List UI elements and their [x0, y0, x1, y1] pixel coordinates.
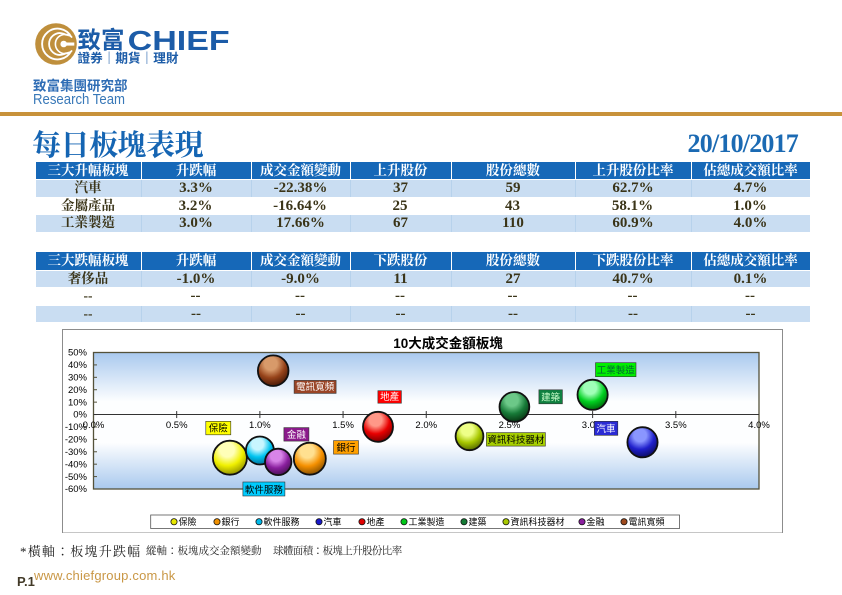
- svg-text:致富集團研究部: 致富集團研究部: [33, 78, 128, 94]
- svg-text:軟件服務: 軟件服務: [245, 483, 284, 495]
- svg-text:電訊寬頻: 電訊寬頻: [296, 381, 335, 393]
- svg-text:20%: 20%: [68, 384, 88, 395]
- svg-text:地產: 地產: [367, 516, 385, 527]
- svg-text:-50%: -50%: [65, 471, 88, 482]
- svg-text:50%: 50%: [68, 347, 88, 358]
- svg-text:證券｜期貨｜理財: 證券｜期貨｜理財: [78, 51, 179, 66]
- svg-text:0.5%: 0.5%: [166, 420, 188, 431]
- svg-text:10大成交金額板塊: 10大成交金額板塊: [393, 335, 503, 351]
- svg-text:-60%: -60%: [65, 484, 88, 495]
- svg-text:-10%: -10%: [65, 422, 88, 433]
- svg-text:汽車: 汽車: [324, 516, 342, 527]
- svg-text:建築: 建築: [541, 391, 561, 403]
- svg-text:4.0%: 4.0%: [748, 420, 770, 431]
- svg-text:1.5%: 1.5%: [332, 420, 354, 431]
- svg-text:-40%: -40%: [65, 459, 88, 470]
- svg-text:30%: 30%: [68, 372, 88, 383]
- svg-text:-20%: -20%: [65, 434, 88, 445]
- svg-text:Research Team: Research Team: [33, 92, 125, 108]
- svg-text:3.0%: 3.0%: [582, 420, 604, 431]
- svg-text:建築: 建築: [469, 516, 487, 527]
- svg-text:銀行: 銀行: [336, 441, 356, 453]
- svg-text:1.0%: 1.0%: [249, 420, 271, 431]
- svg-text:0.0%: 0.0%: [83, 420, 105, 431]
- svg-text:電訊寬頻: 電訊寬頻: [629, 516, 665, 527]
- svg-text:金融: 金融: [587, 516, 605, 527]
- svg-text:資訊科技器材: 資訊科技器材: [511, 516, 565, 527]
- svg-text:0%: 0%: [73, 409, 87, 420]
- svg-text:金融: 金融: [287, 428, 307, 440]
- svg-text:致富: 致富: [78, 26, 125, 53]
- svg-text:-30%: -30%: [65, 446, 88, 457]
- svg-text:工業製造: 工業製造: [409, 516, 445, 527]
- svg-text:資訊科技器材: 資訊科技器材: [487, 433, 545, 445]
- svg-text:汽車: 汽車: [596, 423, 616, 435]
- svg-text:保險: 保險: [179, 516, 197, 527]
- svg-text:CHIEF: CHIEF: [128, 25, 230, 56]
- svg-text:2.0%: 2.0%: [415, 420, 437, 431]
- svg-text:3.5%: 3.5%: [665, 420, 687, 431]
- svg-text:軟件服務: 軟件服務: [264, 516, 300, 527]
- svg-text:工業製造: 工業製造: [597, 364, 636, 376]
- svg-text:地產: 地產: [380, 391, 400, 403]
- svg-text:銀行: 銀行: [222, 516, 240, 527]
- svg-text:保險: 保險: [209, 422, 229, 434]
- svg-text:10%: 10%: [68, 397, 88, 408]
- svg-text:40%: 40%: [68, 360, 88, 371]
- svg-text:2.5%: 2.5%: [499, 420, 521, 431]
